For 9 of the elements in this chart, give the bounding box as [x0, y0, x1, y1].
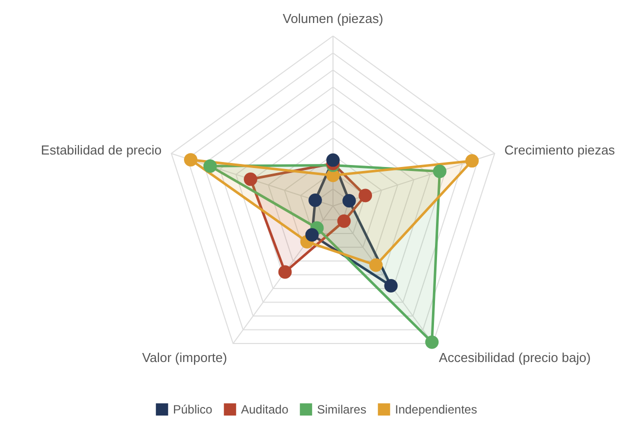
legend-label: Público — [173, 402, 213, 416]
spoke-label: Volumen (piezas) — [282, 10, 384, 26]
spoke-label: Accesibilidad (precio bajo) — [438, 350, 591, 365]
spoke-label: Crecimiento piezas — [504, 142, 616, 158]
legend-label: Auditado — [241, 402, 289, 416]
spoke-label: Valor (importe) — [142, 350, 228, 365]
legend-label: Similares — [317, 402, 366, 416]
legend-label: Independientes — [395, 402, 478, 416]
spoke-label: Estabilidad de precio — [40, 142, 162, 158]
